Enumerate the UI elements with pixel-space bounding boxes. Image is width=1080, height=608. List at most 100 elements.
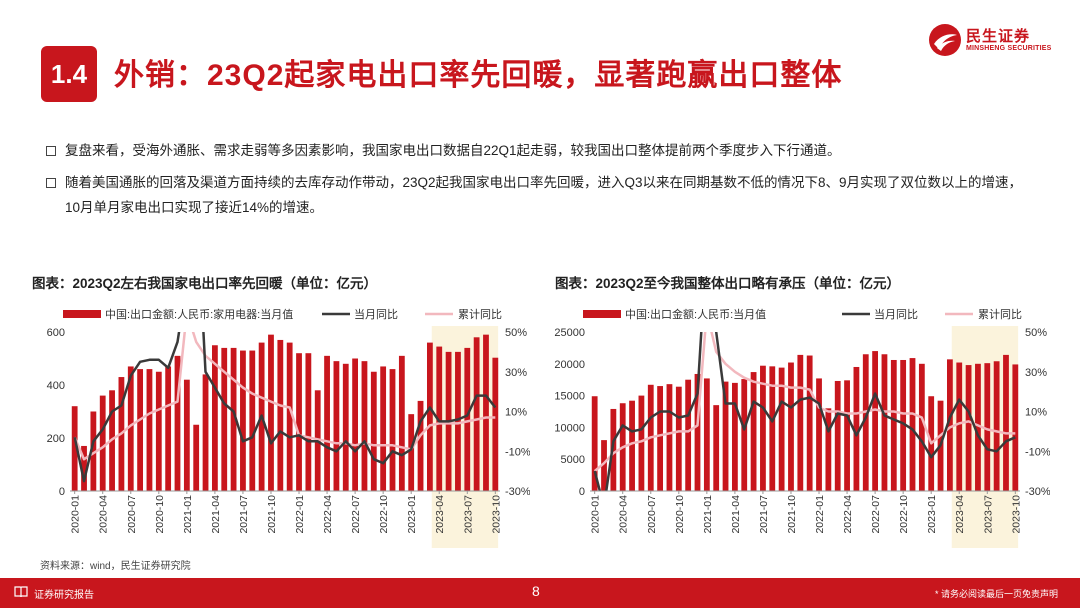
x-tick-label: 2023-10	[1010, 495, 1022, 534]
bar	[473, 337, 480, 491]
report-label: 证券研究报告	[34, 590, 94, 601]
bar	[127, 366, 134, 491]
bar	[342, 363, 349, 491]
bar	[993, 361, 1000, 491]
bar	[183, 379, 190, 491]
bar	[389, 369, 396, 491]
bar	[872, 351, 879, 491]
bar	[881, 354, 888, 491]
bar	[853, 366, 860, 491]
y2-tick-label: 50%	[505, 327, 527, 339]
y2-tick-label: -10%	[505, 446, 530, 458]
bar	[900, 359, 907, 491]
bar	[296, 353, 302, 491]
x-tick-label: 2023-04	[954, 495, 966, 534]
chart-left: 中国:出口金额:人民币:家用电器:当月值 当月同比 累计同比 0 200 400 600 -3…	[30, 300, 530, 555]
brand-logo: 民生证券 MINSHENG SECURITIES	[928, 23, 1058, 57]
bar	[268, 334, 274, 491]
legend-swatch-bars	[63, 310, 101, 318]
page-number: 8	[532, 583, 540, 599]
x-tick-label: 2022-07	[870, 495, 882, 534]
x-tick-label: 2022-04	[842, 495, 854, 534]
x-tick-label: 2023-07	[982, 495, 994, 534]
y-tick-label: 15000	[554, 391, 585, 403]
y2-tick-label: 30%	[505, 367, 527, 379]
logo-text-cn: 民生证券	[966, 28, 1031, 45]
y-tick-label: 0	[579, 486, 585, 498]
bar	[909, 358, 916, 491]
bar	[211, 345, 218, 491]
legend-label-bars: 中国:出口金额:人民币:家用电器:当月值	[105, 307, 293, 321]
bar	[249, 350, 256, 491]
chart-left-svg: 中国:出口金额:人民币:家用电器:当月值 当月同比 累计同比 0 200 400 600 -3…	[47, 307, 530, 548]
bar	[816, 378, 822, 491]
bar	[778, 367, 785, 491]
y2-tick-label: -30%	[505, 486, 530, 498]
bar	[946, 359, 953, 491]
bar	[230, 347, 237, 491]
bar	[240, 350, 246, 491]
page-title: 外销：23Q2起家电出口率先回暖，显著跑赢出口整体	[114, 59, 843, 92]
bar	[436, 346, 443, 491]
y-tick-label: 20000	[554, 359, 585, 371]
bar	[408, 414, 415, 491]
bar	[975, 363, 981, 491]
cumulative-yoy-line	[73, 332, 496, 461]
legend-label-cumulative: 累计同比	[458, 308, 502, 321]
book-icon	[14, 586, 28, 598]
monthly-yoy-line	[593, 332, 1016, 491]
bar	[90, 411, 97, 491]
y-tick-label: 5000	[561, 454, 585, 466]
x-tick-label: 2022-01	[814, 495, 826, 534]
x-tick-label: 2020-10	[674, 495, 686, 534]
bar	[155, 371, 162, 491]
x-tick-label: 2020-01	[590, 495, 602, 534]
bar	[483, 334, 489, 491]
legend-swatch-bars	[583, 310, 621, 318]
x-tick-label: 2022-01	[294, 495, 306, 534]
bar	[722, 381, 729, 491]
x-tick-label: 2022-10	[378, 495, 390, 534]
bar	[844, 380, 850, 491]
bar	[361, 361, 368, 491]
bar	[629, 400, 635, 491]
bar	[825, 408, 832, 491]
x-tick-label: 2021-07	[758, 495, 770, 534]
logo-text-en: MINSHENG SECURITIES	[966, 45, 1052, 52]
x-tick-label: 2023-01	[926, 495, 938, 534]
x-tick-label: 2023-01	[406, 495, 418, 534]
legend-label-monthly: 当月同比	[354, 307, 398, 321]
bar	[221, 347, 228, 491]
bar	[286, 342, 293, 491]
section-badge: 1.4	[41, 46, 97, 102]
bar	[657, 386, 664, 491]
x-tick-label: 2020-04	[618, 495, 630, 534]
x-tick-label: 2021-01	[702, 495, 714, 534]
x-tick-label: 2023-10	[490, 495, 502, 534]
bar	[965, 365, 972, 491]
x-tick-label: 2021-10	[786, 495, 798, 534]
bar	[601, 440, 607, 491]
bar	[455, 351, 461, 491]
source-note: 资料来源：wind，民生证券研究院	[40, 561, 191, 572]
x-tick-label: 2020-04	[98, 495, 110, 534]
bar	[788, 362, 794, 491]
x-tick-label: 2021-01	[182, 495, 194, 534]
bar	[797, 354, 804, 491]
bar	[426, 342, 433, 491]
x-tick-label: 2020-10	[154, 495, 166, 534]
bar	[890, 359, 897, 491]
square-bullet-icon	[46, 146, 56, 156]
bar	[750, 372, 757, 491]
bar	[666, 384, 673, 491]
y2-tick-label: -10%	[1025, 446, 1050, 458]
chart-title-left: 图表：2023Q2左右我国家电出口率先回暖（单位：亿元）	[32, 276, 378, 291]
y-tick-label: 400	[47, 380, 65, 392]
bar	[380, 366, 387, 491]
bar	[862, 354, 869, 491]
bullet-item: 随着美国通胀的回落及渠道方面持续的去库存动作带动，23Q2起我国家电出口率先回暖…	[46, 170, 1036, 220]
chart-title-right: 图表：2023Q2至今我国整体出口略有承压（单位：亿元）	[555, 276, 901, 291]
bar	[324, 355, 330, 491]
chart-right-svg: 中国:出口金额:人民币:当月值 当月同比 累计同比 0 5000 10000 15000 20…	[554, 307, 1050, 548]
bar	[165, 366, 172, 491]
